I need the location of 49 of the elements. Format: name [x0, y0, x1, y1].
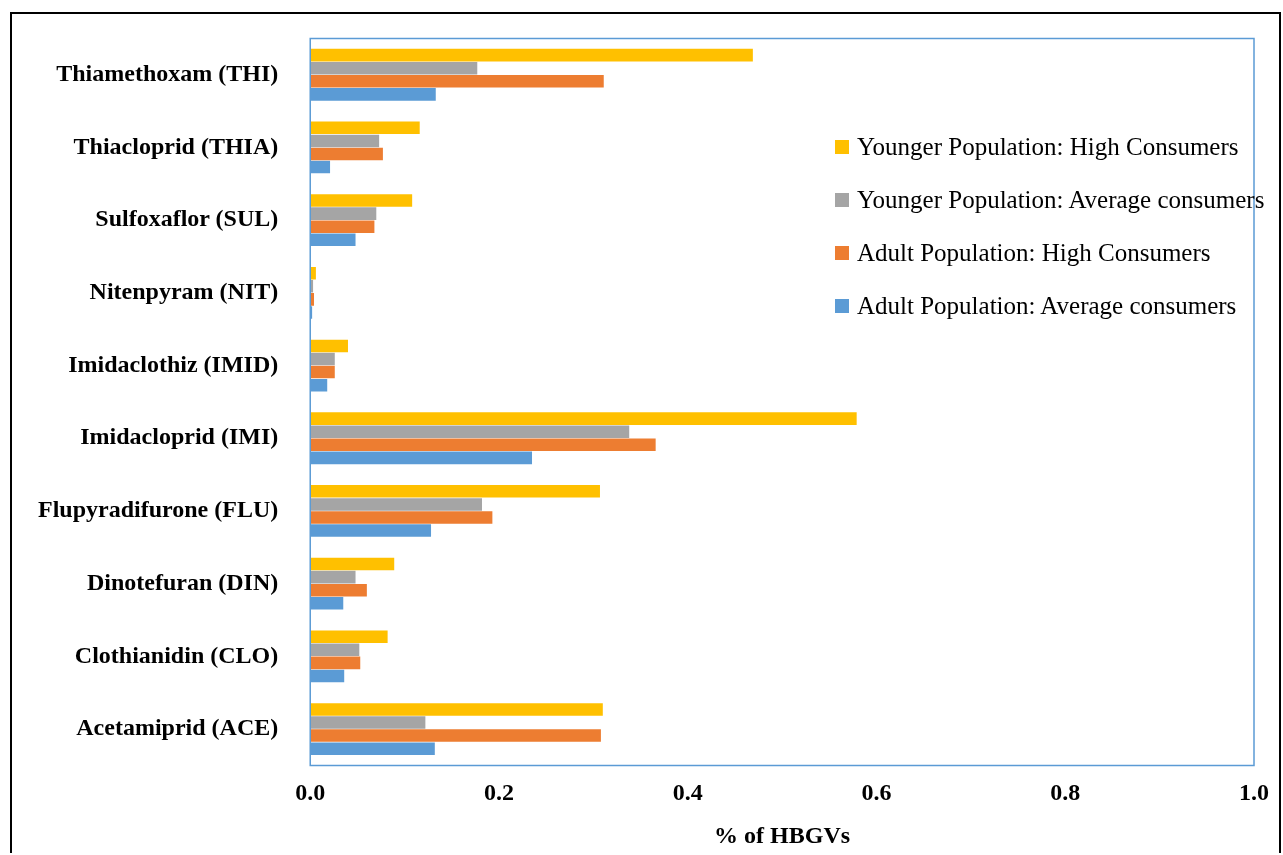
y-tick-label: Acetamiprid (ACE) [76, 714, 279, 741]
bar [310, 339, 348, 353]
legend-label: Adult Population: High Consumers [857, 238, 1211, 267]
bar [310, 583, 367, 597]
legend-label: Younger Population: High Consumers [857, 132, 1239, 161]
bar [310, 352, 335, 366]
y-tick-label: Imidacloprid (IMI) [80, 423, 279, 450]
y-tick-label: Dinotefuran (DIN) [86, 568, 279, 595]
y-tick-label: Thiamethoxam (THI) [56, 59, 279, 86]
bar [310, 498, 482, 511]
legend-label: Adult Population: Average consumers [857, 291, 1237, 320]
bar [310, 365, 335, 379]
legend-label: Younger Population: Average consumers [857, 185, 1265, 214]
bar [310, 48, 753, 62]
bar [310, 61, 478, 75]
y-tick-label: Flupyradifurone (FLU) [38, 496, 279, 523]
bar [310, 75, 604, 88]
bar [310, 194, 413, 207]
bar [310, 134, 380, 148]
x-tick-label: 0.6 [861, 779, 892, 805]
bar [310, 656, 361, 670]
bar [310, 412, 857, 425]
bar [310, 511, 493, 524]
bar [310, 207, 377, 220]
y-tick-label: Nitenpyram (NIT) [89, 278, 279, 305]
bar [310, 643, 360, 657]
x-tick-label: 0.8 [1050, 779, 1081, 805]
x-axis-title: % of HBGVs [714, 821, 851, 848]
bar [310, 630, 388, 643]
bar [310, 716, 426, 729]
bar [310, 147, 383, 161]
bar [310, 570, 356, 584]
y-tick-label: Imidaclothiz (IMID) [68, 350, 279, 377]
bar [310, 438, 656, 452]
y-tick-label: Thiacloprid (THIA) [73, 132, 279, 159]
bar [310, 266, 316, 280]
bar [310, 703, 603, 716]
bar [310, 485, 600, 498]
y-tick-label: Sulfoxaflor (SUL) [95, 205, 279, 232]
y-tick-label: Clothianidin (CLO) [74, 641, 279, 668]
bar [310, 121, 420, 135]
x-tick-label: 0.2 [483, 779, 514, 805]
bar [310, 425, 630, 438]
x-tick-label: 0.0 [295, 779, 326, 805]
x-tick-label: 1.0 [1239, 779, 1269, 805]
bar [310, 557, 395, 571]
x-tick-label: 0.4 [672, 779, 703, 805]
bar [310, 220, 375, 233]
bar [310, 729, 601, 742]
